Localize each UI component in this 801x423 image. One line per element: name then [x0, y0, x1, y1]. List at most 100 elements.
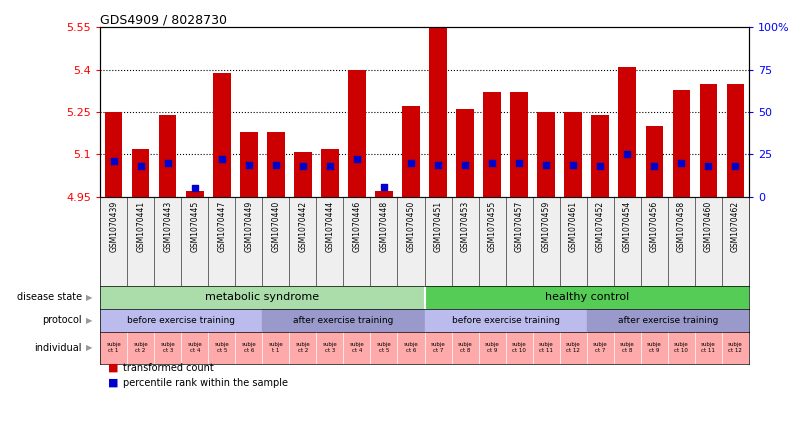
- Bar: [510, 92, 528, 197]
- Text: subje
ct 11: subje ct 11: [539, 342, 553, 353]
- Bar: [646, 126, 663, 197]
- Bar: [397, 197, 425, 286]
- Text: subje
ct 12: subje ct 12: [566, 342, 581, 353]
- Text: subje
ct 9: subje ct 9: [485, 342, 500, 353]
- Text: subje
ct 1: subje ct 1: [107, 342, 121, 353]
- Bar: [263, 309, 425, 332]
- Bar: [505, 332, 533, 364]
- Text: healthy control: healthy control: [545, 292, 629, 302]
- Text: GSM1070459: GSM1070459: [541, 201, 550, 253]
- Point: [485, 159, 498, 166]
- Point: [324, 163, 336, 170]
- Point: [215, 156, 228, 163]
- Bar: [722, 332, 749, 364]
- Bar: [344, 332, 370, 364]
- Text: subje
ct 7: subje ct 7: [431, 342, 445, 353]
- Text: transformed count: transformed count: [123, 363, 213, 373]
- Text: subje
t 1: subje t 1: [268, 342, 284, 353]
- Text: GSM1070456: GSM1070456: [650, 201, 658, 253]
- Text: GSM1070446: GSM1070446: [352, 201, 361, 253]
- Bar: [533, 197, 560, 286]
- Text: GSM1070444: GSM1070444: [325, 201, 334, 253]
- Point: [351, 156, 364, 163]
- Text: subje
ct 7: subje ct 7: [593, 342, 608, 353]
- Bar: [154, 197, 181, 286]
- Point: [567, 161, 580, 168]
- Bar: [457, 109, 474, 197]
- Text: subje
ct 3: subje ct 3: [160, 342, 175, 353]
- Bar: [263, 197, 289, 286]
- Bar: [213, 73, 231, 197]
- Point: [540, 161, 553, 168]
- Bar: [208, 197, 235, 286]
- Bar: [127, 197, 154, 286]
- Bar: [370, 332, 397, 364]
- Bar: [505, 197, 533, 286]
- Text: subje
ct 8: subje ct 8: [620, 342, 634, 353]
- Bar: [641, 197, 668, 286]
- Bar: [478, 332, 505, 364]
- Bar: [402, 107, 420, 197]
- Text: GSM1070457: GSM1070457: [515, 201, 524, 253]
- Text: after exercise training: after exercise training: [293, 316, 393, 325]
- Text: subje
ct 10: subje ct 10: [674, 342, 689, 353]
- Point: [702, 163, 714, 170]
- Text: subje
ct 11: subje ct 11: [701, 342, 716, 353]
- Point: [107, 158, 120, 165]
- Bar: [591, 115, 609, 197]
- Text: subje
ct 12: subje ct 12: [728, 342, 743, 353]
- Point: [432, 161, 445, 168]
- Bar: [235, 332, 263, 364]
- Bar: [100, 197, 127, 286]
- Bar: [344, 197, 370, 286]
- Text: GSM1070449: GSM1070449: [244, 201, 253, 253]
- Text: ▶: ▶: [86, 316, 92, 325]
- Bar: [425, 286, 749, 309]
- Point: [296, 163, 309, 170]
- Bar: [425, 309, 586, 332]
- Bar: [186, 191, 203, 197]
- Point: [675, 159, 688, 166]
- Bar: [154, 332, 181, 364]
- Bar: [100, 286, 425, 309]
- Bar: [614, 197, 641, 286]
- Text: subje
ct 6: subje ct 6: [404, 342, 418, 353]
- Text: subje
ct 5: subje ct 5: [376, 342, 392, 353]
- Point: [621, 151, 634, 158]
- Text: subje
ct 5: subje ct 5: [215, 342, 229, 353]
- Point: [513, 159, 525, 166]
- Bar: [289, 332, 316, 364]
- Point: [377, 183, 390, 190]
- Bar: [587, 309, 749, 332]
- Point: [269, 161, 282, 168]
- Bar: [452, 332, 479, 364]
- Bar: [722, 197, 749, 286]
- Text: subje
ct 4: subje ct 4: [349, 342, 364, 353]
- Bar: [533, 332, 560, 364]
- Point: [243, 161, 256, 168]
- Bar: [181, 197, 208, 286]
- Text: after exercise training: after exercise training: [618, 316, 718, 325]
- Bar: [668, 332, 695, 364]
- Text: GSM1070454: GSM1070454: [623, 201, 632, 253]
- Text: disease state: disease state: [17, 292, 82, 302]
- Text: subje
ct 10: subje ct 10: [512, 342, 526, 353]
- Bar: [321, 149, 339, 197]
- Text: before exercise training: before exercise training: [452, 316, 560, 325]
- Bar: [452, 197, 479, 286]
- Text: individual: individual: [34, 343, 82, 353]
- Text: subje
ct 8: subje ct 8: [457, 342, 473, 353]
- Bar: [641, 332, 668, 364]
- Bar: [375, 191, 392, 197]
- Bar: [483, 92, 501, 197]
- Text: GSM1070453: GSM1070453: [461, 201, 469, 253]
- Bar: [294, 151, 312, 197]
- Text: GSM1070462: GSM1070462: [731, 201, 740, 252]
- Bar: [695, 332, 722, 364]
- Text: GSM1070458: GSM1070458: [677, 201, 686, 252]
- Bar: [181, 332, 208, 364]
- Text: GSM1070447: GSM1070447: [217, 201, 226, 253]
- Text: GSM1070461: GSM1070461: [569, 201, 578, 252]
- Bar: [425, 332, 452, 364]
- Bar: [587, 332, 614, 364]
